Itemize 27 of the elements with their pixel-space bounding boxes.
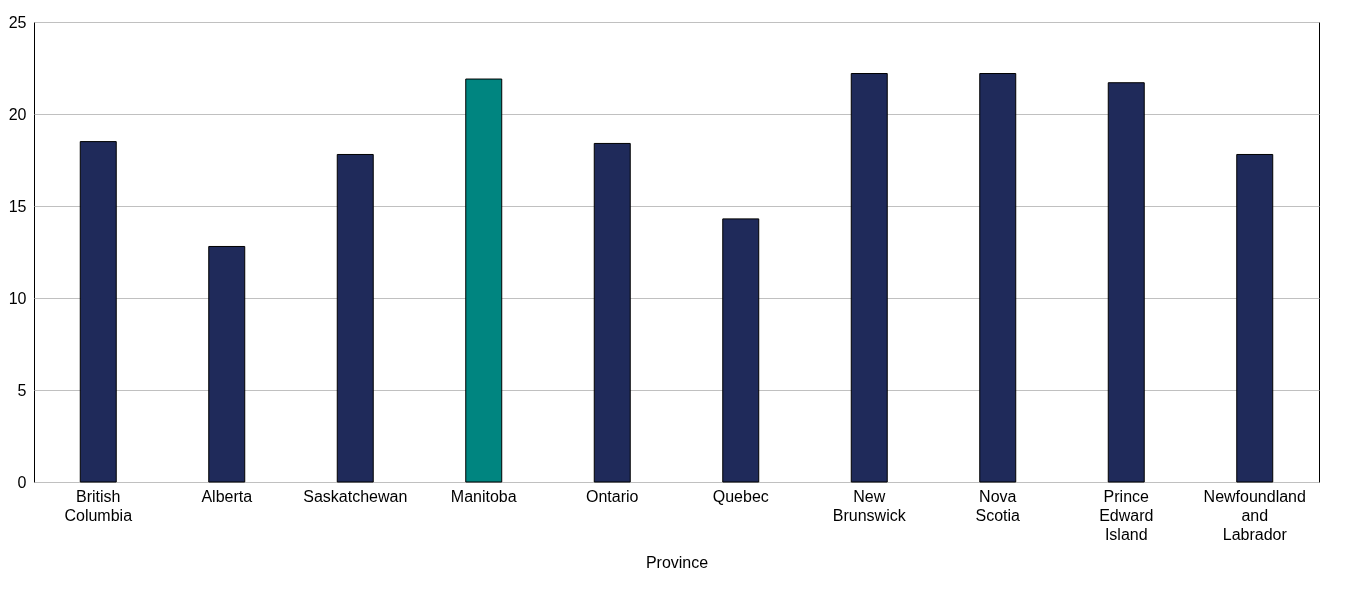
x-tick-label: Manitoba [450,487,517,505]
y-tick-label: 0 [17,473,27,491]
x-tick-label: Nova Scotia [975,487,1021,524]
x-tick-label: Saskatchewan [303,487,408,505]
bar [1107,82,1145,483]
x-axis-title: Province [645,553,709,571]
bar [722,218,760,483]
bar [593,142,631,483]
x-tick-label: Newfoundland and Labrador [1203,487,1306,543]
x-tick-label: Prince Edward Island [1099,487,1154,543]
x-tick-label: New Brunswick [832,487,907,524]
y-tick-label: 5 [17,381,27,399]
bar [208,245,246,483]
x-tick-label: Alberta [201,487,253,505]
x-tick-label: British Columbia [64,487,133,524]
bar [336,153,374,483]
y-tick-label: 20 [8,105,27,123]
bar [1236,153,1274,483]
y-tick-label: 15 [8,197,27,215]
x-tick-label: Quebec [712,487,769,505]
y-tick-label: 25 [8,13,27,31]
bar [79,141,117,483]
y-tick-label: 10 [8,289,27,307]
bar [465,78,503,483]
bar [979,73,1017,483]
x-tick-label: Ontario [586,487,639,505]
bar [850,73,888,483]
